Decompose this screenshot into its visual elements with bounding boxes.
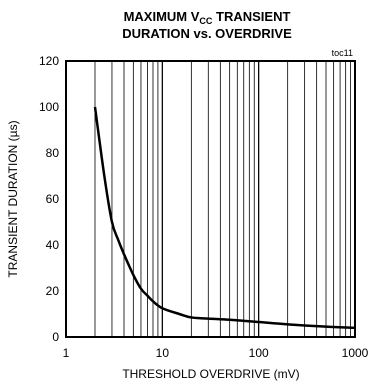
y-tick-label: 120 (39, 54, 59, 68)
x-tick-label: 1 (63, 346, 70, 360)
x-tick-labels: 1 10 100 1000 (63, 346, 369, 360)
y-axis-label: TRANSIENT DURATION (µs) (6, 120, 20, 277)
x-tick-label: 1000 (342, 346, 369, 360)
chart-title-line2: DURATION vs. OVERDRIVE (122, 26, 292, 41)
series-line (93, 106, 356, 330)
y-tick-labels: 0 20 40 60 80 100 120 (39, 54, 59, 344)
y-tick-label: 100 (39, 100, 59, 114)
y-tick-label: 0 (52, 330, 59, 344)
chart-tag: toc11 (332, 48, 353, 58)
y-tick-label: 80 (46, 146, 60, 160)
grid (94, 61, 351, 337)
x-tick-label: 100 (249, 346, 269, 360)
x-axis-label: THRESHOLD OVERDRIVE (mV) (122, 367, 299, 381)
chart-title-line1: MAXIMUM VCC TRANSIENT (124, 9, 291, 26)
plot-frame (65, 60, 356, 338)
y-tick-label: 60 (46, 192, 60, 206)
y-tick-label: 40 (46, 238, 60, 252)
y-tick-label: 20 (46, 284, 60, 298)
x-tick-label: 10 (156, 346, 170, 360)
